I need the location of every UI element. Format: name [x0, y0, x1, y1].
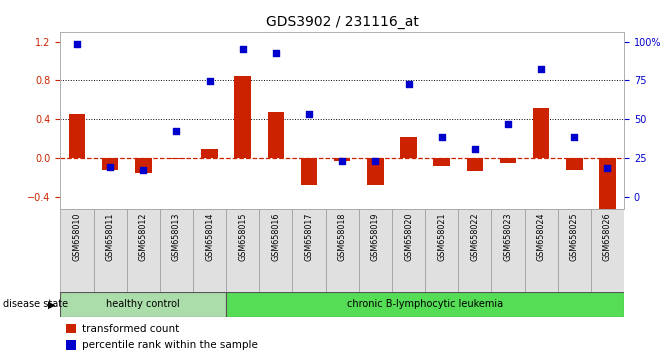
Point [470, 146, 480, 152]
Text: disease state: disease state [3, 299, 68, 309]
Point [304, 111, 315, 116]
Text: GSM658013: GSM658013 [172, 212, 181, 261]
Bar [533, 108, 550, 158]
Bar [193, 209, 226, 292]
Bar [93, 209, 127, 292]
Text: GSM658025: GSM658025 [570, 212, 579, 261]
Bar [66, 340, 76, 350]
Bar [268, 112, 285, 158]
Text: GSM658011: GSM658011 [105, 212, 115, 261]
Bar [66, 324, 76, 333]
Bar [359, 209, 392, 292]
Bar [466, 158, 483, 171]
Text: chronic B-lymphocytic leukemia: chronic B-lymphocytic leukemia [347, 299, 503, 309]
Bar [425, 209, 458, 292]
Point [72, 41, 83, 46]
Bar [60, 292, 226, 317]
Point [403, 81, 414, 87]
Bar [334, 158, 350, 161]
Point [370, 158, 380, 164]
Bar [127, 209, 160, 292]
Text: GSM658017: GSM658017 [305, 212, 313, 261]
Text: GSM658026: GSM658026 [603, 212, 612, 261]
Text: GSM658021: GSM658021 [437, 212, 446, 261]
Bar [135, 158, 152, 173]
Text: GSM658014: GSM658014 [205, 212, 214, 261]
Bar [591, 209, 624, 292]
Bar [102, 158, 118, 170]
Bar [566, 158, 582, 170]
Text: GSM658015: GSM658015 [238, 212, 247, 261]
Text: GSM658012: GSM658012 [139, 212, 148, 261]
Point [535, 66, 546, 72]
Bar [226, 209, 259, 292]
Bar [301, 158, 317, 184]
Point [105, 164, 115, 170]
Text: transformed count: transformed count [82, 324, 179, 333]
Title: GDS3902 / 231116_at: GDS3902 / 231116_at [266, 16, 419, 29]
Text: GSM658010: GSM658010 [72, 212, 81, 261]
Text: GSM658020: GSM658020 [404, 212, 413, 261]
Text: GSM658019: GSM658019 [371, 212, 380, 261]
Text: GSM658024: GSM658024 [537, 212, 546, 261]
Bar [458, 209, 491, 292]
Bar [325, 209, 359, 292]
Point [171, 128, 182, 134]
Bar [433, 158, 450, 166]
Point [602, 165, 613, 171]
Text: GSM658018: GSM658018 [338, 212, 347, 261]
Bar [293, 209, 325, 292]
Point [270, 50, 281, 56]
Bar [60, 209, 93, 292]
Point [238, 46, 248, 52]
Point [436, 134, 447, 140]
Point [569, 134, 580, 140]
Bar [168, 158, 185, 159]
Text: percentile rank within the sample: percentile rank within the sample [82, 340, 258, 350]
Bar [525, 209, 558, 292]
Text: GSM658023: GSM658023 [503, 212, 513, 261]
Point [503, 121, 513, 127]
Bar [400, 137, 417, 158]
Bar [259, 209, 293, 292]
Bar [226, 292, 624, 317]
Bar [491, 209, 525, 292]
Bar [558, 209, 591, 292]
Text: GSM658022: GSM658022 [470, 212, 479, 261]
Bar [68, 114, 85, 158]
Bar [367, 158, 384, 184]
Point [337, 158, 348, 164]
Text: GSM658016: GSM658016 [271, 212, 280, 261]
Text: ▶: ▶ [48, 299, 56, 309]
Bar [160, 209, 193, 292]
Bar [500, 158, 516, 163]
Point [138, 167, 149, 173]
Text: healthy control: healthy control [107, 299, 180, 309]
Bar [599, 158, 616, 209]
Bar [201, 149, 218, 158]
Bar [234, 76, 251, 158]
Point [204, 79, 215, 84]
Bar [392, 209, 425, 292]
